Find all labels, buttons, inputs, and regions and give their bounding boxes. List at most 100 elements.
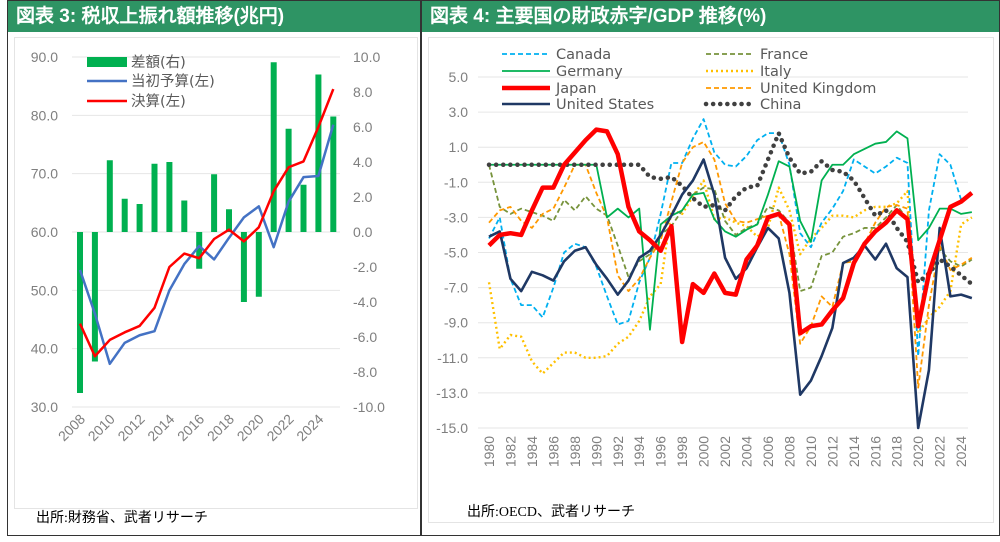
x-tick-label: 2008	[781, 436, 797, 467]
y-right-tick-label: -8.0	[353, 364, 377, 380]
y-tick-label: -7.0	[444, 280, 468, 296]
line-canada	[488, 118, 973, 357]
y-right-tick-label: 6.0	[353, 119, 373, 135]
y-right-tick-label: 8.0	[353, 84, 373, 100]
bar-diff	[285, 128, 292, 232]
y-right-tick-label: 4.0	[353, 154, 373, 170]
x-tick-label: 1986	[545, 436, 561, 467]
legend-label: Japan	[555, 81, 596, 97]
x-tick-label: 2012	[824, 436, 840, 467]
x-tick-label: 1990	[588, 436, 604, 467]
x-tick-label: 2020	[910, 436, 926, 467]
bar-diff	[136, 204, 143, 232]
bar-diff	[211, 174, 218, 232]
x-tick-label: 1980	[481, 436, 497, 467]
legend-label: United States	[556, 97, 654, 113]
x-tick-label: 2010	[803, 436, 819, 467]
x-tick-label: 2018	[889, 436, 905, 467]
bar-diff	[240, 232, 247, 302]
x-tick-label: 1982	[502, 436, 518, 467]
line-united-states	[488, 158, 973, 430]
x-tick-label: 1988	[567, 436, 583, 467]
legend-label: 当初予算(左)	[131, 73, 215, 90]
y-right-tick-label: -2.0	[353, 259, 377, 275]
line-china	[486, 130, 975, 287]
x-tick-label: 2022	[932, 436, 948, 467]
bar-diff	[300, 184, 307, 232]
bar-diff	[121, 198, 128, 232]
x-tick-label: 1984	[524, 436, 540, 467]
bar-diff	[226, 209, 232, 232]
y-tick-label: 3.0	[449, 104, 469, 120]
x-tick-label: 2024	[953, 436, 969, 467]
legend-label: 決算(左)	[131, 93, 186, 110]
y-right-tick-label: 2.0	[353, 189, 373, 205]
line-france	[488, 164, 973, 324]
source-note: 出所:OECD、武者リサーチ	[467, 505, 635, 520]
x-tick-label: 2004	[739, 436, 755, 467]
bar-diff	[270, 62, 277, 232]
line-germany	[489, 130, 972, 331]
y-left-tick-label: 80.0	[31, 107, 58, 123]
y-tick-label: 1.0	[449, 139, 469, 155]
x-tick-label: 1992	[610, 436, 626, 467]
legend-label: Italy	[760, 64, 792, 80]
y-tick-label: 5.0	[449, 69, 469, 85]
x-tick-label: 2006	[760, 436, 776, 467]
bar-diff	[151, 163, 158, 232]
y-left-tick-label: 60.0	[31, 224, 58, 240]
chart-frame	[14, 37, 418, 509]
y-left-tick-label: 90.0	[31, 49, 58, 65]
y-right-tick-label: -4.0	[353, 294, 377, 310]
panel-title: 図表 4: 主要国の財政赤字/GDP 推移(%)	[422, 1, 999, 32]
y-tick-label: -15.0	[436, 420, 468, 436]
legend-label: China	[760, 97, 801, 113]
y-left-tick-label: 70.0	[31, 166, 58, 182]
panel-title: 図表 3: 税収上振れ額推移(兆円)	[8, 1, 420, 32]
line-settled	[78, 88, 335, 358]
y-tick-label: -3.0	[444, 209, 468, 225]
y-right-tick-label: -6.0	[353, 329, 377, 345]
bar-diff	[196, 232, 203, 269]
legend-label: Canada	[556, 47, 611, 63]
line-initial-budget	[78, 124, 335, 366]
y-left-tick-label: 50.0	[31, 282, 58, 298]
bar-diff	[77, 232, 83, 393]
x-tick-label: 1996	[653, 436, 669, 467]
line-united-kingdom	[488, 141, 973, 389]
chart-frame	[428, 37, 994, 523]
legend-label: France	[760, 47, 808, 63]
y-right-tick-label: 0.0	[353, 224, 373, 240]
legend-label: United Kingdom	[760, 81, 876, 97]
x-tick-label: 1998	[674, 436, 690, 467]
y-right-tick-label: -10.0	[353, 399, 385, 415]
y-right-tick-label: 10.0	[353, 49, 380, 65]
y-left-tick-label: 30.0	[31, 399, 58, 415]
y-tick-label: -5.0	[444, 245, 468, 261]
y-tick-label: -9.0	[444, 315, 468, 331]
legend-label: Germany	[556, 64, 623, 80]
x-tick-label: 2002	[717, 436, 733, 467]
y-tick-label: -1.0	[444, 174, 468, 190]
y-left-tick-label: 40.0	[31, 341, 58, 357]
line-japan	[487, 127, 974, 345]
y-tick-label: -13.0	[436, 385, 468, 401]
bar-diff	[330, 116, 337, 232]
x-tick-label: 2016	[867, 436, 883, 467]
x-tick-label: 1994	[631, 436, 647, 467]
panel-tax-revenue: 図表 3: 税収上振れ額推移(兆円) 出所:財務省、武者リサーチ	[7, 0, 421, 536]
bar-diff	[91, 232, 98, 362]
source-note: 出所:財務省、武者リサーチ	[36, 511, 208, 526]
bar-diff	[166, 162, 173, 232]
x-tick-label: 2014	[846, 436, 862, 467]
legend-label: 差額(右)	[131, 54, 186, 71]
bar-diff	[181, 200, 188, 232]
bar-diff	[315, 74, 322, 232]
y-tick-label: -11.0	[437, 350, 468, 366]
bar-diff	[255, 232, 262, 297]
bar-diff	[106, 160, 113, 232]
legend-swatch-bar	[87, 57, 127, 67]
x-tick-label: 2000	[696, 436, 712, 467]
